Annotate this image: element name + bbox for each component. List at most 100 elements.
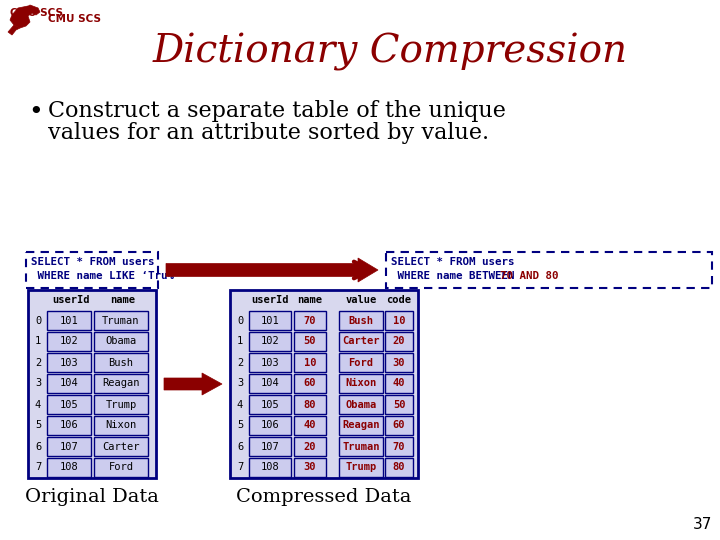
Text: 104: 104 bbox=[60, 379, 78, 388]
Text: 60: 60 bbox=[304, 379, 316, 388]
Text: 60: 60 bbox=[392, 421, 405, 430]
Bar bbox=[294, 311, 326, 330]
Text: •: • bbox=[28, 100, 42, 124]
Text: 106: 106 bbox=[261, 421, 279, 430]
Text: 70: 70 bbox=[392, 442, 405, 451]
Text: 102: 102 bbox=[60, 336, 78, 347]
Bar bbox=[249, 458, 291, 477]
Text: Compressed Data: Compressed Data bbox=[236, 488, 412, 506]
Text: 7: 7 bbox=[237, 462, 243, 472]
Bar bbox=[339, 416, 383, 435]
Text: Bush: Bush bbox=[348, 315, 374, 326]
Text: 107: 107 bbox=[261, 442, 279, 451]
Text: 1: 1 bbox=[237, 336, 243, 347]
Text: 0: 0 bbox=[35, 315, 41, 326]
Text: 107: 107 bbox=[60, 442, 78, 451]
Text: Carter: Carter bbox=[342, 336, 379, 347]
Text: 40: 40 bbox=[304, 421, 316, 430]
Bar bbox=[47, 332, 91, 351]
Text: Carter: Carter bbox=[102, 442, 140, 451]
Text: 30: 30 bbox=[304, 462, 316, 472]
Text: Nixon: Nixon bbox=[105, 421, 137, 430]
Bar bbox=[294, 458, 326, 477]
Text: 108: 108 bbox=[261, 462, 279, 472]
Bar bbox=[339, 437, 383, 456]
Bar bbox=[294, 374, 326, 393]
Text: Construct a separate table of the unique: Construct a separate table of the unique bbox=[48, 100, 506, 122]
Bar bbox=[47, 395, 91, 414]
Text: 104: 104 bbox=[261, 379, 279, 388]
Bar bbox=[294, 395, 326, 414]
Bar bbox=[249, 332, 291, 351]
Bar bbox=[249, 395, 291, 414]
Bar bbox=[230, 290, 418, 478]
Bar bbox=[94, 332, 148, 351]
Text: Bush: Bush bbox=[109, 357, 133, 368]
Text: 105: 105 bbox=[261, 400, 279, 409]
Bar bbox=[385, 353, 413, 372]
Text: Dictionary Compression: Dictionary Compression bbox=[153, 33, 628, 71]
Bar bbox=[249, 437, 291, 456]
Bar bbox=[339, 395, 383, 414]
FancyBboxPatch shape bbox=[386, 252, 712, 288]
Bar bbox=[294, 437, 326, 456]
Polygon shape bbox=[164, 373, 222, 395]
Text: Trump: Trump bbox=[346, 462, 377, 472]
Text: 3: 3 bbox=[35, 379, 41, 388]
Text: Reagan: Reagan bbox=[342, 421, 379, 430]
Text: Nixon: Nixon bbox=[346, 379, 377, 388]
Bar bbox=[249, 374, 291, 393]
Text: 5: 5 bbox=[35, 421, 41, 430]
Text: 6: 6 bbox=[35, 442, 41, 451]
Text: Obama: Obama bbox=[346, 400, 377, 409]
Text: 105: 105 bbox=[60, 400, 78, 409]
Bar bbox=[385, 311, 413, 330]
Text: 37: 37 bbox=[693, 517, 712, 532]
Text: 50: 50 bbox=[392, 400, 405, 409]
Bar bbox=[385, 332, 413, 351]
Text: Truman: Truman bbox=[342, 442, 379, 451]
Text: Ford: Ford bbox=[109, 462, 133, 472]
Bar bbox=[94, 374, 148, 393]
Bar bbox=[47, 374, 91, 393]
Text: 20: 20 bbox=[392, 336, 405, 347]
Bar bbox=[294, 332, 326, 351]
FancyBboxPatch shape bbox=[26, 252, 158, 288]
Text: value: value bbox=[346, 295, 377, 305]
Text: CMU SCS: CMU SCS bbox=[10, 8, 63, 18]
Text: 103: 103 bbox=[60, 357, 78, 368]
Polygon shape bbox=[8, 25, 20, 35]
Text: SELECT * FROM users: SELECT * FROM users bbox=[391, 257, 515, 267]
Polygon shape bbox=[10, 6, 40, 28]
Text: 3: 3 bbox=[237, 379, 243, 388]
Text: WHERE name BETWEEN: WHERE name BETWEEN bbox=[391, 271, 521, 281]
Bar bbox=[339, 332, 383, 351]
Text: userId: userId bbox=[53, 295, 90, 305]
Text: 106: 106 bbox=[60, 421, 78, 430]
Bar bbox=[385, 395, 413, 414]
Text: 10: 10 bbox=[392, 315, 405, 326]
Bar bbox=[249, 416, 291, 435]
Text: 0: 0 bbox=[237, 315, 243, 326]
Bar bbox=[385, 437, 413, 456]
Text: 2: 2 bbox=[237, 357, 243, 368]
Text: CMU SCS: CMU SCS bbox=[48, 14, 101, 24]
Text: code: code bbox=[387, 295, 412, 305]
Bar bbox=[385, 374, 413, 393]
Polygon shape bbox=[22, 5, 38, 13]
Bar bbox=[249, 353, 291, 372]
Text: 20: 20 bbox=[304, 442, 316, 451]
Bar bbox=[47, 416, 91, 435]
Text: userId: userId bbox=[251, 295, 289, 305]
Text: 10: 10 bbox=[304, 357, 316, 368]
Text: 80: 80 bbox=[392, 462, 405, 472]
Text: SELECT * FROM users: SELECT * FROM users bbox=[31, 257, 155, 267]
Bar bbox=[94, 395, 148, 414]
Bar bbox=[28, 290, 156, 478]
Bar bbox=[249, 311, 291, 330]
Text: 108: 108 bbox=[60, 462, 78, 472]
Text: Reagan: Reagan bbox=[102, 379, 140, 388]
Bar bbox=[47, 353, 91, 372]
Text: name: name bbox=[110, 295, 135, 305]
Text: 1: 1 bbox=[35, 336, 41, 347]
